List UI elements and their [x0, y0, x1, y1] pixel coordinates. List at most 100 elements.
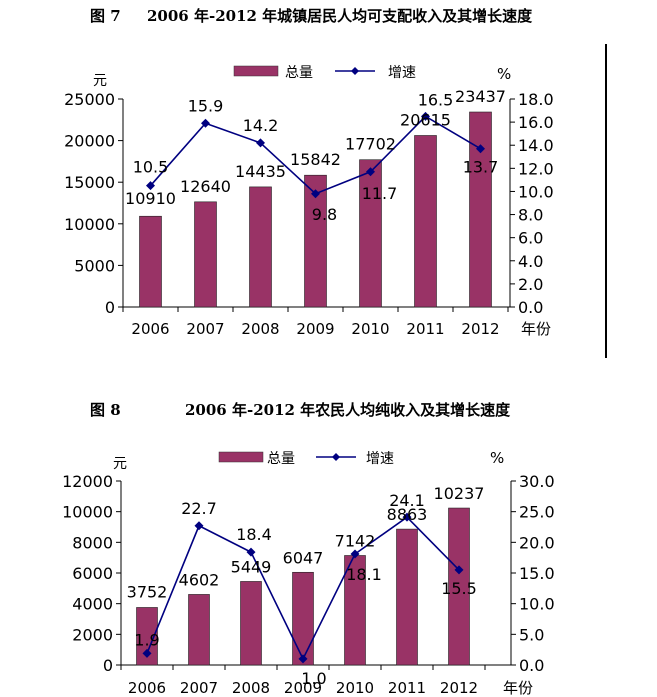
y2-tick-label: 2.0 — [518, 275, 543, 294]
growth-value-label: 14.2 — [243, 116, 279, 135]
y2-axis-unit: % — [490, 449, 504, 467]
legend-line-marker — [351, 67, 359, 75]
y-tick-label: 5000 — [74, 256, 115, 275]
growth-value-label: 1.9 — [134, 630, 159, 649]
x-tick-label: 2012 — [461, 320, 499, 338]
bar-2012 — [448, 507, 470, 666]
y2-tick-label: 0.0 — [518, 298, 543, 317]
bar-value-label: 10910 — [125, 189, 176, 208]
y-axis-unit: 元 — [113, 456, 127, 472]
y2-tick-label: 10.0 — [518, 182, 554, 201]
x-tick-label: 2011 — [388, 679, 426, 697]
growth-point-2012 — [454, 565, 464, 575]
x-tick-label: 2011 — [406, 320, 444, 338]
growth-value-label: 18.4 — [236, 525, 272, 544]
growth-value-label: 15.9 — [188, 96, 224, 115]
y-tick-label: 10000 — [62, 503, 113, 522]
figure-7-label: 图 7 — [90, 7, 121, 25]
bar-2008 — [240, 581, 262, 666]
y2-tick-label: 18.0 — [518, 90, 554, 109]
x-tick-label: 2009 — [296, 320, 334, 338]
growth-value-label: 11.7 — [362, 184, 398, 203]
y-tick-label: 4000 — [72, 595, 113, 614]
bar-value-label: 10237 — [434, 484, 485, 503]
y-tick-label: 0 — [105, 298, 115, 317]
bar-value-label: 23437 — [455, 87, 506, 106]
growth-point-2012 — [476, 144, 485, 154]
growth-point-2008 — [246, 547, 256, 557]
growth-value-label: 10.5 — [133, 158, 169, 177]
chart-urban-income: 总量 增速元 % 0 5000 10000 15000 20000 25000 0.0 2.0 4.0… — [64, 65, 554, 338]
bar-value-label: 12640 — [180, 177, 231, 196]
growth-value-label: 13.7 — [463, 158, 499, 177]
bar-value-label: 8863 — [387, 505, 428, 524]
x-axis-label: 年份 — [503, 679, 533, 697]
growth-point-2011 — [402, 512, 412, 522]
legend-bar-label: 总量 — [267, 451, 295, 467]
growth-value-label: 9.8 — [312, 205, 337, 224]
growth-point-2009 — [298, 654, 308, 664]
bar-value-label: 4602 — [179, 570, 220, 589]
bar-2008 — [249, 186, 272, 308]
y2-tick-label: 10.0 — [519, 595, 555, 614]
growth-point-2008 — [256, 138, 265, 148]
y-tick-label: 10000 — [64, 215, 115, 234]
x-tick-label: 2010 — [336, 679, 374, 697]
figure-7-title: 2006 年-2012 年城镇居民人均可支配收入及其增长速度 — [147, 7, 533, 25]
y-tick-label: 6000 — [72, 564, 113, 583]
x-tick-label: 2012 — [440, 679, 478, 697]
x-tick-label: 2008 — [241, 320, 279, 338]
y-tick-label: 25000 — [64, 90, 115, 109]
y2-tick-label: 4.0 — [518, 252, 543, 271]
bar-2007 — [188, 594, 210, 666]
growth-value-label: 1.0 — [301, 669, 326, 688]
y2-tick-label: 14.0 — [518, 136, 554, 155]
y2-tick-label: 25.0 — [519, 503, 555, 522]
legend-bar-swatch — [218, 451, 264, 463]
growth-point-2009 — [311, 189, 320, 199]
y-tick-label: 2000 — [72, 625, 113, 644]
y2-tick-label: 16.0 — [518, 113, 554, 132]
bar-value-label: 20615 — [400, 110, 451, 129]
x-tick-label: 2006 — [128, 679, 166, 697]
growth-point-2007 — [201, 118, 210, 128]
y-tick-label: 20000 — [64, 132, 115, 151]
legend-line-label: 增速 — [388, 65, 416, 81]
legend-line-label: 增速 — [366, 451, 394, 467]
bar-value-label: 7142 — [335, 531, 376, 550]
x-axis-label: 年份 — [521, 320, 551, 338]
x-tick-label: 2007 — [180, 679, 218, 697]
bar-2010 — [359, 159, 382, 308]
growth-value-label: 15.5 — [441, 579, 477, 598]
y2-axis-unit: % — [497, 65, 511, 83]
figure-8-title: 2006 年-2012 年农民人均纯收入及其增长速度 — [185, 401, 511, 419]
bar-2007 — [194, 201, 217, 308]
bar-value-label: 14435 — [235, 162, 286, 181]
y2-tick-label: 8.0 — [518, 206, 543, 225]
bar-2006 — [139, 215, 162, 308]
y2-tick-label: 0.0 — [519, 656, 544, 675]
y2-tick-label: 20.0 — [519, 533, 555, 552]
y-tick-label: 15000 — [64, 173, 115, 192]
bar-value-label: 3752 — [127, 582, 168, 601]
y-tick-label: 0 — [103, 656, 113, 675]
x-tick-label: 2007 — [186, 320, 224, 338]
growth-value-label: 22.7 — [181, 499, 217, 518]
y-tick-label: 12000 — [62, 472, 113, 491]
y2-tick-label: 12.0 — [518, 159, 554, 178]
legend-line-marker — [332, 453, 340, 461]
y2-tick-label: 6.0 — [518, 229, 543, 248]
growth-point-2010 — [366, 167, 375, 177]
bar-2011 — [414, 135, 437, 308]
growth-point-2010 — [350, 549, 360, 559]
growth-value-label: 18.1 — [346, 565, 382, 584]
growth-point-2006 — [142, 648, 152, 658]
growth-point-2007 — [194, 521, 204, 531]
y2-tick-label: 5.0 — [519, 625, 544, 644]
y-axis-unit: 元 — [93, 73, 107, 89]
legend-bar-swatch — [233, 65, 279, 77]
x-tick-label: 2008 — [232, 679, 270, 697]
y2-tick-label: 15.0 — [519, 564, 555, 583]
bar-value-label: 5449 — [231, 557, 272, 576]
